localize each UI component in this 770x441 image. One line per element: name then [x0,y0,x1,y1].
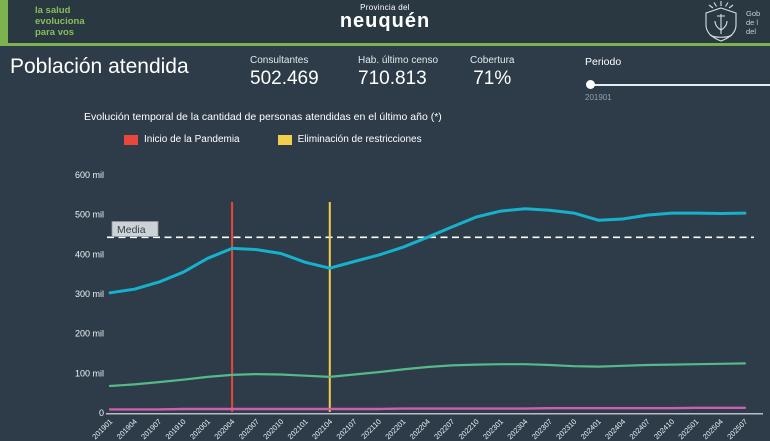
x-tick-label: 202504 [701,417,725,441]
x-tick-label: 201910 [164,417,188,441]
government-text: Gob de l del [746,9,761,36]
x-tick-label: 202307 [530,417,554,441]
x-tick-label: 202007 [237,417,261,441]
x-tick-label: 202010 [261,417,285,441]
x-tick-label: 201907 [139,417,163,441]
x-tick-label: 202210 [457,417,481,441]
media-label-box [111,221,159,237]
legend-label: Inicio de la Pandemia [144,134,240,145]
y-tick-label: 600 mil [75,170,104,180]
brand-accent-strip [0,0,8,43]
period-filter: Periodo 201901 [585,56,770,102]
x-tick-label: 202107 [335,417,359,441]
x-tick-label: 201904 [115,417,139,441]
stat-value: 71% [473,68,512,89]
x-tick-label: 202204 [408,417,432,441]
tagline-line: evoluciona [35,16,85,27]
x-tick-label: 202004 [212,417,236,441]
x-tick-label: 202501 [676,417,700,441]
tagline-line: para vos [35,27,75,38]
x-tick-label: 202104 [310,417,334,441]
period-value: 201901 [585,93,612,102]
x-tick-label: 202401 [579,417,603,441]
stat-label: Cobertura [470,55,515,66]
legend-item-eliminacion-restricciones: Eliminación de restricciones [277,134,422,145]
series-linea-verde [108,362,747,388]
x-tick-label: 202101 [286,417,310,441]
legend-item-inicio-pandemia: Inicio de la Pandemia [124,134,240,145]
top-header: la salud evoluciona para vos Provincia d… [0,0,770,43]
period-slider-track[interactable] [590,84,770,86]
stat-value: 502.469 [250,68,319,89]
stat-cobertura: Cobertura 71% [470,55,514,90]
series-linea-rosa [108,406,747,411]
y-tick-label: 100 mil [75,368,104,378]
chart-legend: Inicio de la Pandemia Eliminación de res… [124,134,422,145]
government-crest-block: Gob de l del [698,1,770,43]
y-tick-label: 200 mil [75,329,104,339]
stat-value: 710.813 [358,68,427,89]
series-linea-cian-poblacion-atendida [108,207,747,295]
y-tick-label: 500 mil [75,210,104,220]
legend-label: Eliminación de restricciones [297,134,422,145]
x-tick-label: 202001 [188,417,212,441]
crest-icon [705,1,737,42]
brand-small-text: Provincia del [360,3,410,12]
tagline: la salud evoluciona para vos [35,5,85,38]
x-tick-label: 202507 [725,417,749,441]
period-slider-handle[interactable] [586,80,595,89]
x-tick-label: 202310 [554,417,578,441]
x-tick-label: 202410 [652,417,676,441]
x-tick-label: 202407 [628,417,652,441]
y-tick-label: 0 [99,408,104,418]
provincia-neuquen-logo: Provincia del neuquén [0,3,770,33]
page-title: Población atendida [10,55,189,78]
tagline-line: la salud [35,5,71,16]
stat-label: Consultantes [250,55,309,66]
stat-consultantes: Consultantes 502.469 [250,55,319,90]
legend-swatch-yellow [277,134,292,145]
stat-label: Hab. último censo [358,55,439,66]
legend-swatch-red [124,134,138,145]
chart-title: Evolución temporal de la cantidad de per… [84,111,442,123]
x-tick-label: 202404 [603,417,627,441]
x-tick-label: 202110 [359,417,383,441]
stat-hab-ultimo-censo: Hab. último censo 710.813 [358,55,438,90]
x-tick-label: 202201 [383,417,407,441]
x-tick-label: 202304 [505,417,529,441]
x-tick-label: 201901 [90,417,114,441]
y-tick-label: 400 mil [75,249,104,259]
x-tick-label: 202301 [481,417,505,441]
x-tick-label: 202207 [432,417,456,441]
brand-name-text: neuquén [339,10,431,32]
header-divider [0,43,770,46]
y-tick-label: 300 mil [75,289,104,299]
media-label-text: Media [117,224,146,236]
period-label: Periodo [585,56,622,68]
